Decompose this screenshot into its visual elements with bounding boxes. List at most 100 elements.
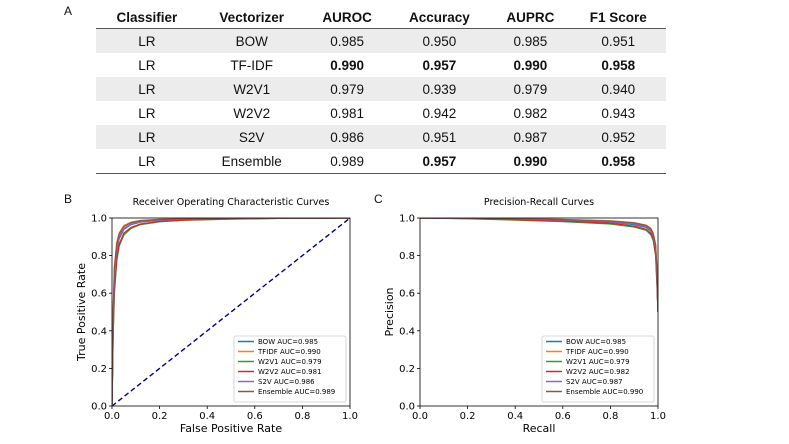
legend-label: BOW AUC=0.985 (258, 338, 318, 346)
cell-f1-score: 0.943 (601, 105, 636, 121)
series-line (420, 218, 658, 313)
table-header-row: Classifier Vectorizer AUROC Accuracy AUP… (96, 6, 666, 29)
legend-label: Ensemble AUC=0.989 (258, 388, 335, 396)
plot-frame (419, 217, 659, 407)
cell-vectorizer: S2V (197, 125, 306, 149)
x-axis-label: False Positive Rate (180, 422, 282, 435)
y-tick-label: 0.8 (91, 251, 107, 262)
y-tick-label: 0.8 (399, 251, 415, 262)
panel-label-a: A (64, 4, 73, 18)
header-auprc: AUPRC (490, 6, 571, 29)
panel-label-c: C (374, 192, 383, 206)
x-tick-label: 0.0 (412, 411, 428, 422)
legend-box (233, 335, 347, 403)
legend-label: TFIDF AUC=0.990 (257, 348, 321, 356)
table-row: LR S2V 0.986 0.951 0.987 0.952 (96, 125, 666, 149)
y-tick-label: 0.2 (91, 364, 107, 375)
table-row: LR BOW 0.985 0.950 0.985 0.951 (96, 28, 666, 53)
series-line (420, 218, 658, 313)
legend-label: TFIDF AUC=0.990 (565, 348, 629, 356)
results-table: Classifier Vectorizer AUROC Accuracy AUP… (96, 6, 666, 174)
cell-auprc: 0.985 (490, 28, 571, 53)
panel-label-b: B (64, 192, 73, 206)
series-line (420, 218, 658, 313)
header-classifier: Classifier (96, 6, 198, 29)
cell-auroc: 0.979 (305, 77, 389, 101)
cell-auroc: 0.989 (305, 149, 389, 174)
cell-vectorizer: BOW (197, 28, 306, 53)
header-f1-score: F1 Score (570, 6, 666, 29)
chance-diagonal-line (112, 218, 350, 406)
table-body: LR BOW 0.985 0.950 0.985 0.951 LR TF-IDF 0.990 0.… (96, 28, 666, 174)
x-tick-label: 1.0 (650, 411, 666, 422)
roc-chart: Receiver Operating Characteristic Curves… (75, 197, 358, 435)
cell-auprc: 0.987 (490, 125, 571, 149)
x-tick-label: 0.2 (152, 411, 168, 422)
y-axis-label: Precision (383, 287, 396, 336)
cell-classifier: LR (96, 149, 198, 174)
y-axis-label: True Positive Rate (75, 263, 88, 362)
cell-accuracy: 0.957 (422, 57, 457, 73)
cell-auroc: 0.985 (305, 28, 389, 53)
cell-accuracy: 0.951 (388, 125, 491, 149)
cell-auroc: 0.986 (305, 125, 389, 149)
x-axis-label: Recall (523, 422, 556, 435)
cell-classifier: LR (138, 57, 156, 73)
cell-classifier: LR (138, 105, 156, 121)
y-tick-label: 0.6 (399, 289, 415, 300)
legend-label: W2V2 AUC=0.981 (258, 368, 322, 376)
cell-auprc: 0.982 (513, 105, 548, 121)
chart-title: Precision-Recall Curves (484, 197, 594, 208)
x-tick-label: 1.0 (342, 411, 358, 422)
cell-auroc: 0.990 (330, 57, 364, 73)
y-tick-label: 0.0 (91, 402, 107, 413)
cell-classifier: LR (96, 28, 198, 53)
header-accuracy: Accuracy (388, 6, 491, 29)
cell-vectorizer: W2V1 (197, 77, 306, 101)
table-row: LR Ensemble 0.989 0.957 0.990 0.958 (96, 149, 666, 174)
cell-accuracy: 0.957 (388, 149, 491, 174)
cell-classifier: LR (96, 125, 198, 149)
x-tick-label: 0.4 (199, 411, 215, 422)
cell-f1-score: 0.958 (570, 149, 666, 174)
x-tick-label: 0.4 (507, 411, 523, 422)
y-tick-label: 0.4 (399, 326, 415, 337)
plot-frame (111, 217, 351, 407)
legend-label: W2V1 AUC=0.979 (566, 358, 630, 366)
table-row: LR TF-IDF 0.990 0.957 0.990 0.958 (96, 53, 666, 77)
series-line (420, 218, 658, 313)
y-tick-label: 1.0 (399, 214, 415, 225)
x-tick-label: 0.2 (460, 411, 476, 422)
cell-vectorizer: W2V2 (233, 105, 271, 121)
cell-auprc: 0.990 (513, 57, 548, 73)
x-tick-label: 0.0 (104, 411, 120, 422)
cell-accuracy: 0.939 (388, 77, 491, 101)
cell-auprc: 0.979 (490, 77, 571, 101)
series-line (420, 218, 658, 313)
table-row: LR W2V2 0.981 0.942 0.982 0.943 (96, 101, 666, 125)
cell-accuracy: 0.950 (388, 28, 491, 53)
y-tick-label: 0.0 (399, 402, 415, 413)
y-tick-label: 0.2 (399, 364, 415, 375)
legend-box (541, 335, 655, 403)
legend: BOW AUC=0.985 TFIDF AUC=0.990 W2V1 AUC=0.9… (541, 335, 655, 403)
table-row: LR W2V1 0.979 0.939 0.979 0.940 (96, 77, 666, 101)
legend-label: W2V2 AUC=0.982 (566, 368, 630, 376)
x-tick-label: 0.8 (294, 411, 310, 422)
header-auroc: AUROC (305, 6, 389, 29)
pr-chart: Precision-Recall Curves 0.0 0.2 0.4 0.6 0.8 1.… (383, 197, 666, 435)
cell-f1-score: 0.952 (570, 125, 666, 149)
legend: BOW AUC=0.985 TFIDF AUC=0.990 W2V1 AUC=0.9… (233, 335, 347, 403)
cell-auprc: 0.990 (490, 149, 571, 174)
cell-classifier: LR (96, 77, 198, 101)
x-tick-label: 0.6 (247, 411, 263, 422)
cell-vectorizer: Ensemble (197, 149, 306, 174)
legend-label: W2V1 AUC=0.979 (258, 358, 322, 366)
y-tick-label: 0.4 (91, 326, 107, 337)
cell-f1-score: 0.951 (570, 28, 666, 53)
series-line (420, 218, 658, 313)
header-vectorizer: Vectorizer (197, 6, 306, 29)
y-tick-label: 0.6 (91, 289, 107, 300)
legend-label: Ensemble AUC=0.990 (566, 388, 643, 396)
x-tick-label: 0.8 (602, 411, 618, 422)
